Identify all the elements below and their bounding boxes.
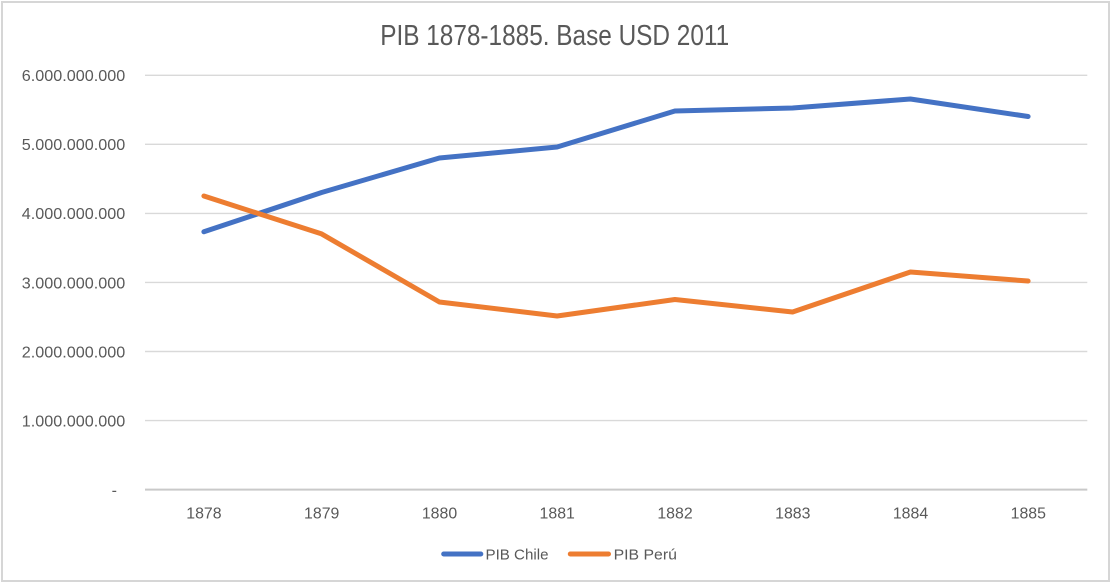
svg-text:1885: 1885 — [1011, 506, 1047, 523]
svg-text:1879: 1879 — [304, 506, 339, 523]
svg-text:1884: 1884 — [893, 506, 929, 523]
svg-text:4.000.000.000: 4.000.000.000 — [22, 206, 126, 223]
svg-text:-: - — [112, 482, 117, 499]
svg-text:3.000.000.000: 3.000.000.000 — [22, 275, 126, 292]
svg-text:PIB Perú: PIB Perú — [614, 547, 677, 564]
svg-text:1.000.000.000: 1.000.000.000 — [22, 413, 126, 430]
svg-text:1878: 1878 — [186, 506, 222, 523]
svg-text:6.000.000.000: 6.000.000.000 — [22, 68, 126, 85]
svg-text:PIB Chile: PIB Chile — [486, 547, 549, 564]
svg-text:PIB 1878-1885. Base USD 2011: PIB 1878-1885. Base USD 2011 — [380, 20, 729, 52]
svg-text:1881: 1881 — [540, 506, 575, 523]
svg-text:1880: 1880 — [422, 506, 458, 523]
svg-text:1883: 1883 — [775, 506, 811, 523]
svg-text:5.000.000.000: 5.000.000.000 — [22, 137, 126, 154]
svg-text:2.000.000.000: 2.000.000.000 — [22, 344, 126, 361]
svg-text:1882: 1882 — [657, 506, 692, 523]
